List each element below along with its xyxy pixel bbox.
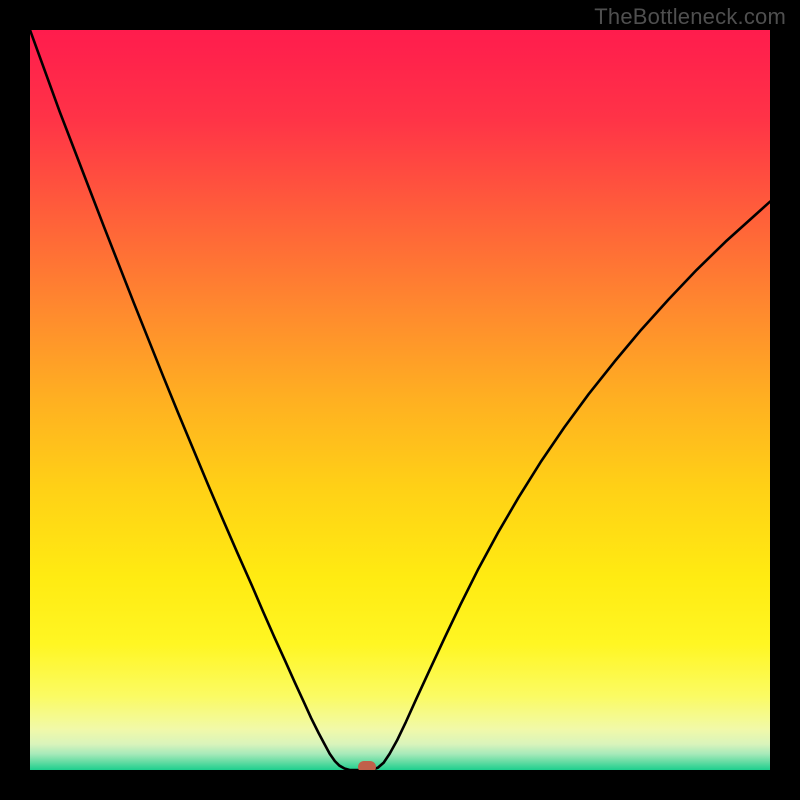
bottleneck-curve [30, 30, 770, 770]
bottleneck-curve-layer [30, 30, 770, 770]
watermark-text: TheBottleneck.com [594, 4, 786, 30]
plot-area [30, 30, 770, 770]
chart-stage: TheBottleneck.com [0, 0, 800, 800]
optimum-marker [358, 761, 376, 770]
